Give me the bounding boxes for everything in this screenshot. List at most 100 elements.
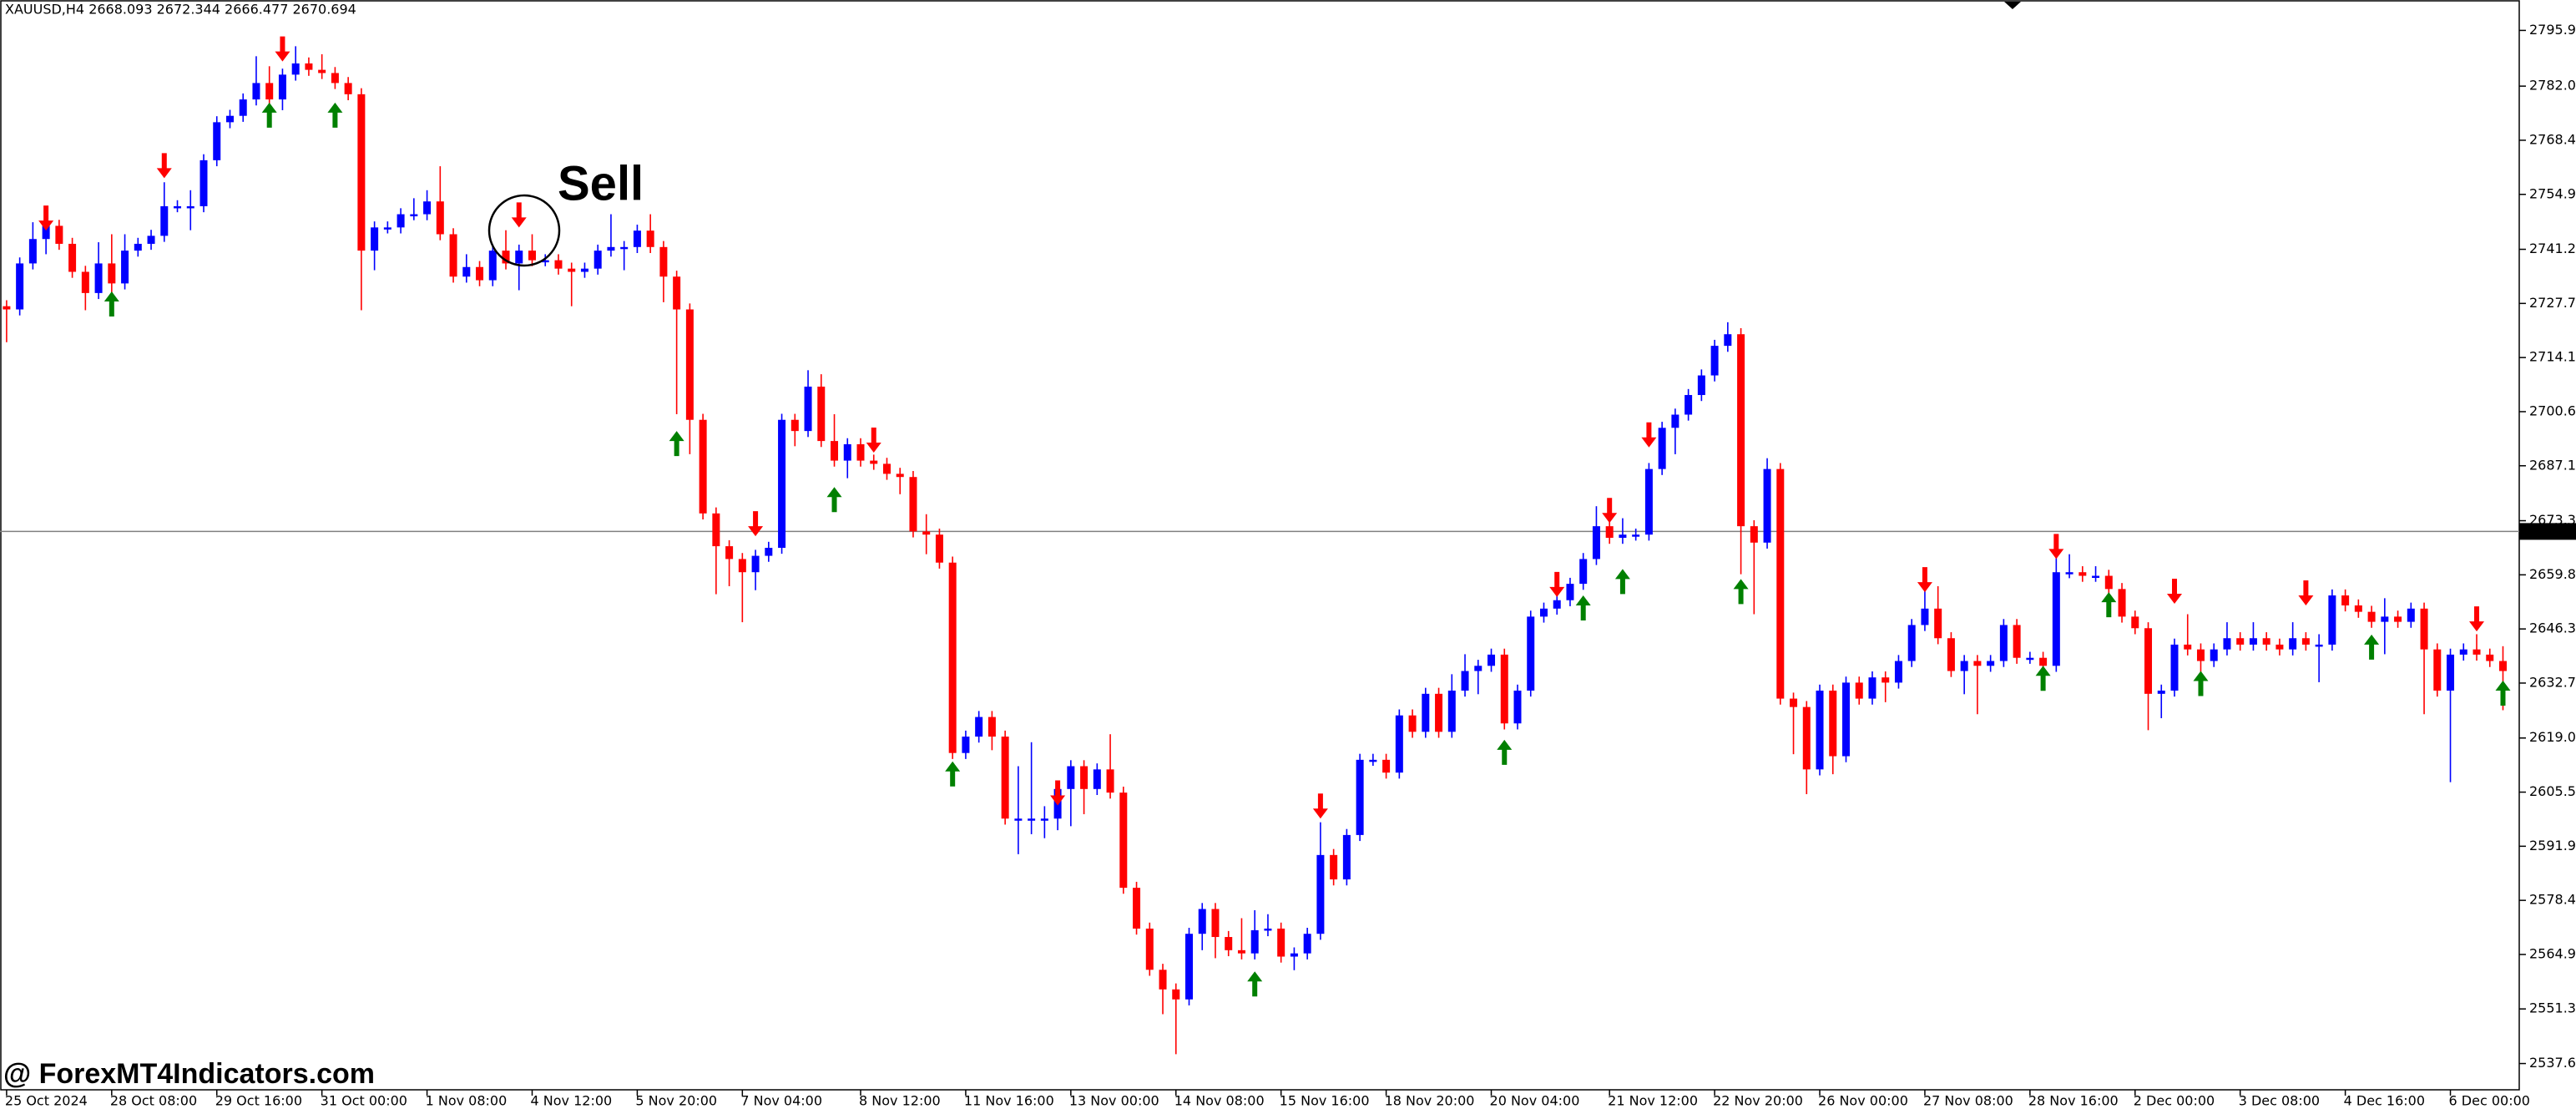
candle-body [410,214,418,217]
candle-body [2170,644,2179,691]
candle-body [213,122,221,160]
candle-body [1671,414,1679,428]
candle-body [2433,649,2442,691]
candle-body [108,263,116,284]
y-tick-label: 2551.315 [2529,1000,2576,1016]
buy-arrow [2035,666,2051,691]
candle-body [1133,888,1141,929]
candle-body [673,276,681,310]
candle-body [646,230,654,247]
candle-body [1999,625,2008,661]
candle-body [1145,928,1154,970]
candle-body [2118,589,2126,617]
candle-body [909,477,917,532]
sell-arrow [2469,606,2485,632]
candle-body [593,251,602,269]
candle-body [882,463,891,474]
candle-body [1435,693,1443,732]
candle-body [1842,682,1850,757]
candle-body [1001,737,1009,819]
candle-body [1369,759,1377,762]
buy-arrow [945,761,961,787]
candle-body [843,443,851,461]
candle-body [1685,395,1693,415]
candle-body [1921,608,1929,625]
candle-body [1119,793,1128,889]
candle-body [1028,818,1036,821]
candle-body [121,251,129,284]
chart-title: XAUUSD,H4 2668.093 2672.344 2666.477 267… [5,2,356,18]
candle-body [2459,649,2467,655]
candle-body [1579,559,1588,585]
candle-body [2394,616,2402,622]
x-tick-label: 18 Nov 20:00 [1385,1093,1475,1109]
y-tick-label: 2564.935 [2529,945,2576,961]
candle-body [239,99,247,116]
candle-body [922,531,931,535]
candle-body [1198,909,1206,934]
buy-arrow [2101,592,2117,618]
candle-body [2092,575,2100,579]
x-tick-label: 28 Oct 08:00 [110,1093,197,1109]
candle-body [580,268,588,272]
x-tick-label: 5 Nov 20:00 [635,1093,717,1109]
candle-body [541,260,549,263]
candle-body [1527,616,1535,691]
candle-body [1960,661,1968,671]
candle-body [2065,572,2073,575]
candle-body [725,546,734,560]
candle-body [948,562,957,753]
buy-arrow [1247,971,1263,997]
candle-body [2407,608,2415,622]
y-tick-label: 2659.845 [2529,566,2576,582]
sell-arrow [2167,579,2182,605]
candle-body [344,83,352,94]
annotation: Sell [558,156,644,210]
annotation-circle [487,194,561,267]
candle-body [620,246,629,250]
x-tick-label: 7 Nov 04:00 [740,1093,822,1109]
candle-body [1776,468,1785,699]
candle-body [476,266,484,281]
y-tick-label: 2768.495 [2529,131,2576,147]
candle-body [2144,628,2153,694]
buy-arrow [1614,569,1630,595]
candle-body [790,419,799,432]
candle-body [2236,638,2245,645]
candle-body [751,555,760,573]
candle-body [1724,334,1732,347]
y-tick-label: 2605.520 [2529,783,2576,799]
candle-body [1106,769,1114,793]
candle-body [1447,690,1456,732]
buy-arrow [1733,579,1749,605]
candle-body [1592,526,1600,560]
x-tick-label: 28 Nov 16:00 [2028,1093,2119,1109]
candle-body [2223,638,2231,650]
candle-body [397,214,405,228]
candle-body [134,243,142,251]
buy-arrow [2495,681,2511,706]
candle-body [68,243,77,272]
candle-body [16,263,24,310]
candle-body [1907,625,1916,661]
candle-body [423,201,432,215]
y-tick-label: 2714.170 [2529,349,2576,365]
candle-body [371,227,379,251]
candle-body [659,246,668,277]
candle-body [449,234,457,277]
candle-body [2367,611,2376,622]
candle-body [1264,928,1272,931]
price-label: 2670.694 [2528,524,2576,539]
candle-body [515,251,523,264]
candle-body [2078,572,2087,576]
candle-body [1553,600,1561,609]
candle-body [502,251,510,264]
y-tick-label: 2537.665 [2529,1055,2576,1071]
candle-body [1356,759,1364,835]
x-tick-label: 14 Nov 08:00 [1174,1093,1265,1109]
candle-body [383,227,391,230]
candle-body [1710,346,1719,376]
candle-body [1697,375,1705,396]
candle-body [42,225,50,240]
